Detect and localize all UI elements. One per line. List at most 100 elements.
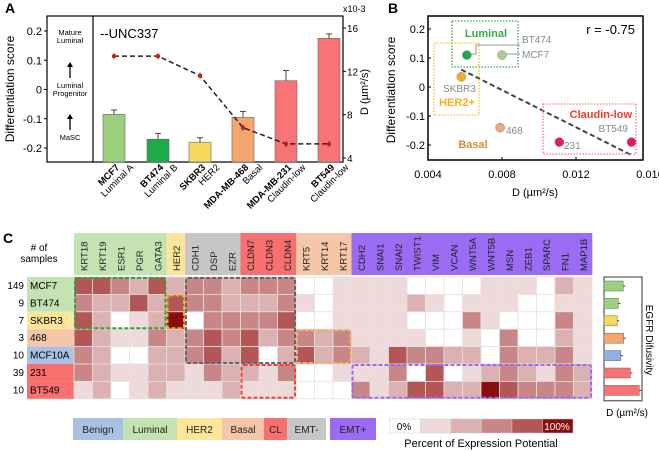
category-legend-item — [330, 418, 376, 440]
heatmap-cell — [203, 363, 223, 382]
heatmap-cell — [536, 380, 556, 400]
heatmap-cell — [92, 293, 112, 313]
correlation-label: r = -0.75 — [586, 22, 635, 37]
gene-label: CDH1 — [190, 245, 201, 271]
gene-header-cell — [407, 233, 426, 275]
heatmap-cell — [258, 311, 278, 330]
heatmap-cell — [147, 380, 167, 400]
scale-label-mature: Mature Luminal — [56, 29, 84, 46]
heatmap-cell — [332, 328, 352, 348]
gene-label: SNAI1 — [375, 244, 386, 271]
row-label-bg — [27, 294, 74, 312]
heatmap-cell — [499, 276, 519, 295]
heatmap-cell — [73, 380, 93, 400]
y-tick-label: 0 — [419, 82, 425, 94]
gene-header-cell — [166, 233, 186, 275]
heatmap-cell — [73, 293, 93, 313]
heatmap-cell — [314, 276, 334, 295]
heatmap-cell — [425, 328, 445, 348]
gene-header-cell — [573, 233, 593, 275]
sample-count: 10 — [13, 351, 25, 362]
scale-max-label: 100% — [544, 422, 570, 433]
gene-label: ESR1 — [116, 246, 127, 271]
heatmap-cell — [517, 293, 537, 313]
heatmap-cell — [517, 346, 537, 365]
heatmap-cell — [258, 380, 278, 400]
heatmap-cell — [240, 276, 260, 295]
heatmap-cell — [277, 328, 297, 348]
heatmap-cell — [110, 380, 130, 400]
heatmap-cell — [295, 346, 315, 365]
category-legend-label: EMT- — [295, 425, 319, 436]
gene-header-cell — [425, 233, 445, 275]
heatmap-cell — [406, 276, 426, 295]
gene-header-cell — [74, 233, 93, 275]
heatmap-cell — [110, 363, 130, 382]
row-header: # of samples — [20, 243, 58, 265]
heatmap-cell — [240, 363, 260, 382]
heatmap-cell — [554, 293, 574, 313]
scale-label-masc: MaSC — [59, 134, 81, 142]
scale-min-label: 0% — [397, 422, 412, 433]
scale-swatch — [420, 418, 452, 434]
heatmap-cell — [573, 380, 593, 400]
gene-header-cell — [499, 233, 519, 275]
heatmap-cell — [277, 363, 297, 382]
side-bar — [603, 280, 624, 292]
leader-line — [465, 44, 520, 55]
y-tick-label: 0.1 — [27, 55, 42, 67]
heatmap-cell — [277, 276, 297, 295]
heatmap-cell — [573, 363, 593, 382]
heatmap-cell — [499, 346, 519, 365]
heatmap-cell — [129, 380, 149, 400]
heatmap-cell — [554, 346, 574, 365]
y-tick-label: -0.2 — [23, 143, 42, 155]
heatmap-cell — [221, 311, 241, 330]
sample-count: 39 — [13, 368, 25, 379]
bar — [146, 138, 170, 163]
scale-swatch — [511, 418, 543, 434]
heatmap-cell — [536, 346, 556, 365]
row-label: SKBR3 — [30, 316, 63, 327]
heatmap-cell — [369, 380, 389, 400]
side-bar — [603, 385, 640, 396]
plot-frame — [427, 15, 644, 161]
gene-label: KRT17 — [338, 242, 349, 271]
row-label-bg — [27, 346, 74, 364]
group-box — [542, 103, 637, 155]
heatmap-cell — [110, 276, 130, 295]
scatter-point — [554, 137, 565, 147]
heatmap-cell — [184, 346, 204, 365]
heatmap-cell — [406, 328, 426, 348]
panel-a: 0.2 0.1 0 -0.1 -0.2 Differentiation score 16 12… — [3, 4, 371, 212]
heatmap-cell — [166, 311, 186, 330]
gene-label: MAP1B — [579, 239, 590, 271]
y-tick-label: -0.1 — [23, 114, 42, 126]
highlight-box — [166, 294, 185, 330]
heatmap-cell — [462, 293, 482, 313]
scatter-point — [497, 50, 507, 60]
heatmap-cell — [277, 346, 297, 365]
point-label: SKBR3 — [443, 84, 476, 95]
category-legend-item — [123, 418, 177, 440]
gene-header-cell — [444, 233, 463, 275]
gene-label: VCAN — [449, 244, 460, 271]
heatmap-cell — [351, 311, 371, 330]
scatter-point — [495, 122, 505, 133]
heatmap-cell — [184, 311, 204, 330]
heatmap-cell — [425, 380, 445, 400]
row-label: MCF10A — [30, 351, 70, 362]
arrow-head — [67, 62, 73, 67]
bar — [188, 141, 212, 163]
gene-header-cell — [333, 233, 352, 275]
heatmap-cell — [277, 293, 297, 313]
heatmap-cell — [351, 363, 371, 382]
heatmap-cell — [221, 276, 241, 295]
heatmap-cell — [92, 276, 112, 295]
gene-label: ZEB1 — [523, 247, 534, 271]
heatmap-cell — [388, 346, 408, 365]
gene-label: SNAI2 — [394, 244, 405, 271]
group-label: Basal — [458, 139, 487, 151]
gene-label: WNT5B — [486, 238, 497, 271]
gene-label: TWIST1 — [412, 236, 423, 271]
